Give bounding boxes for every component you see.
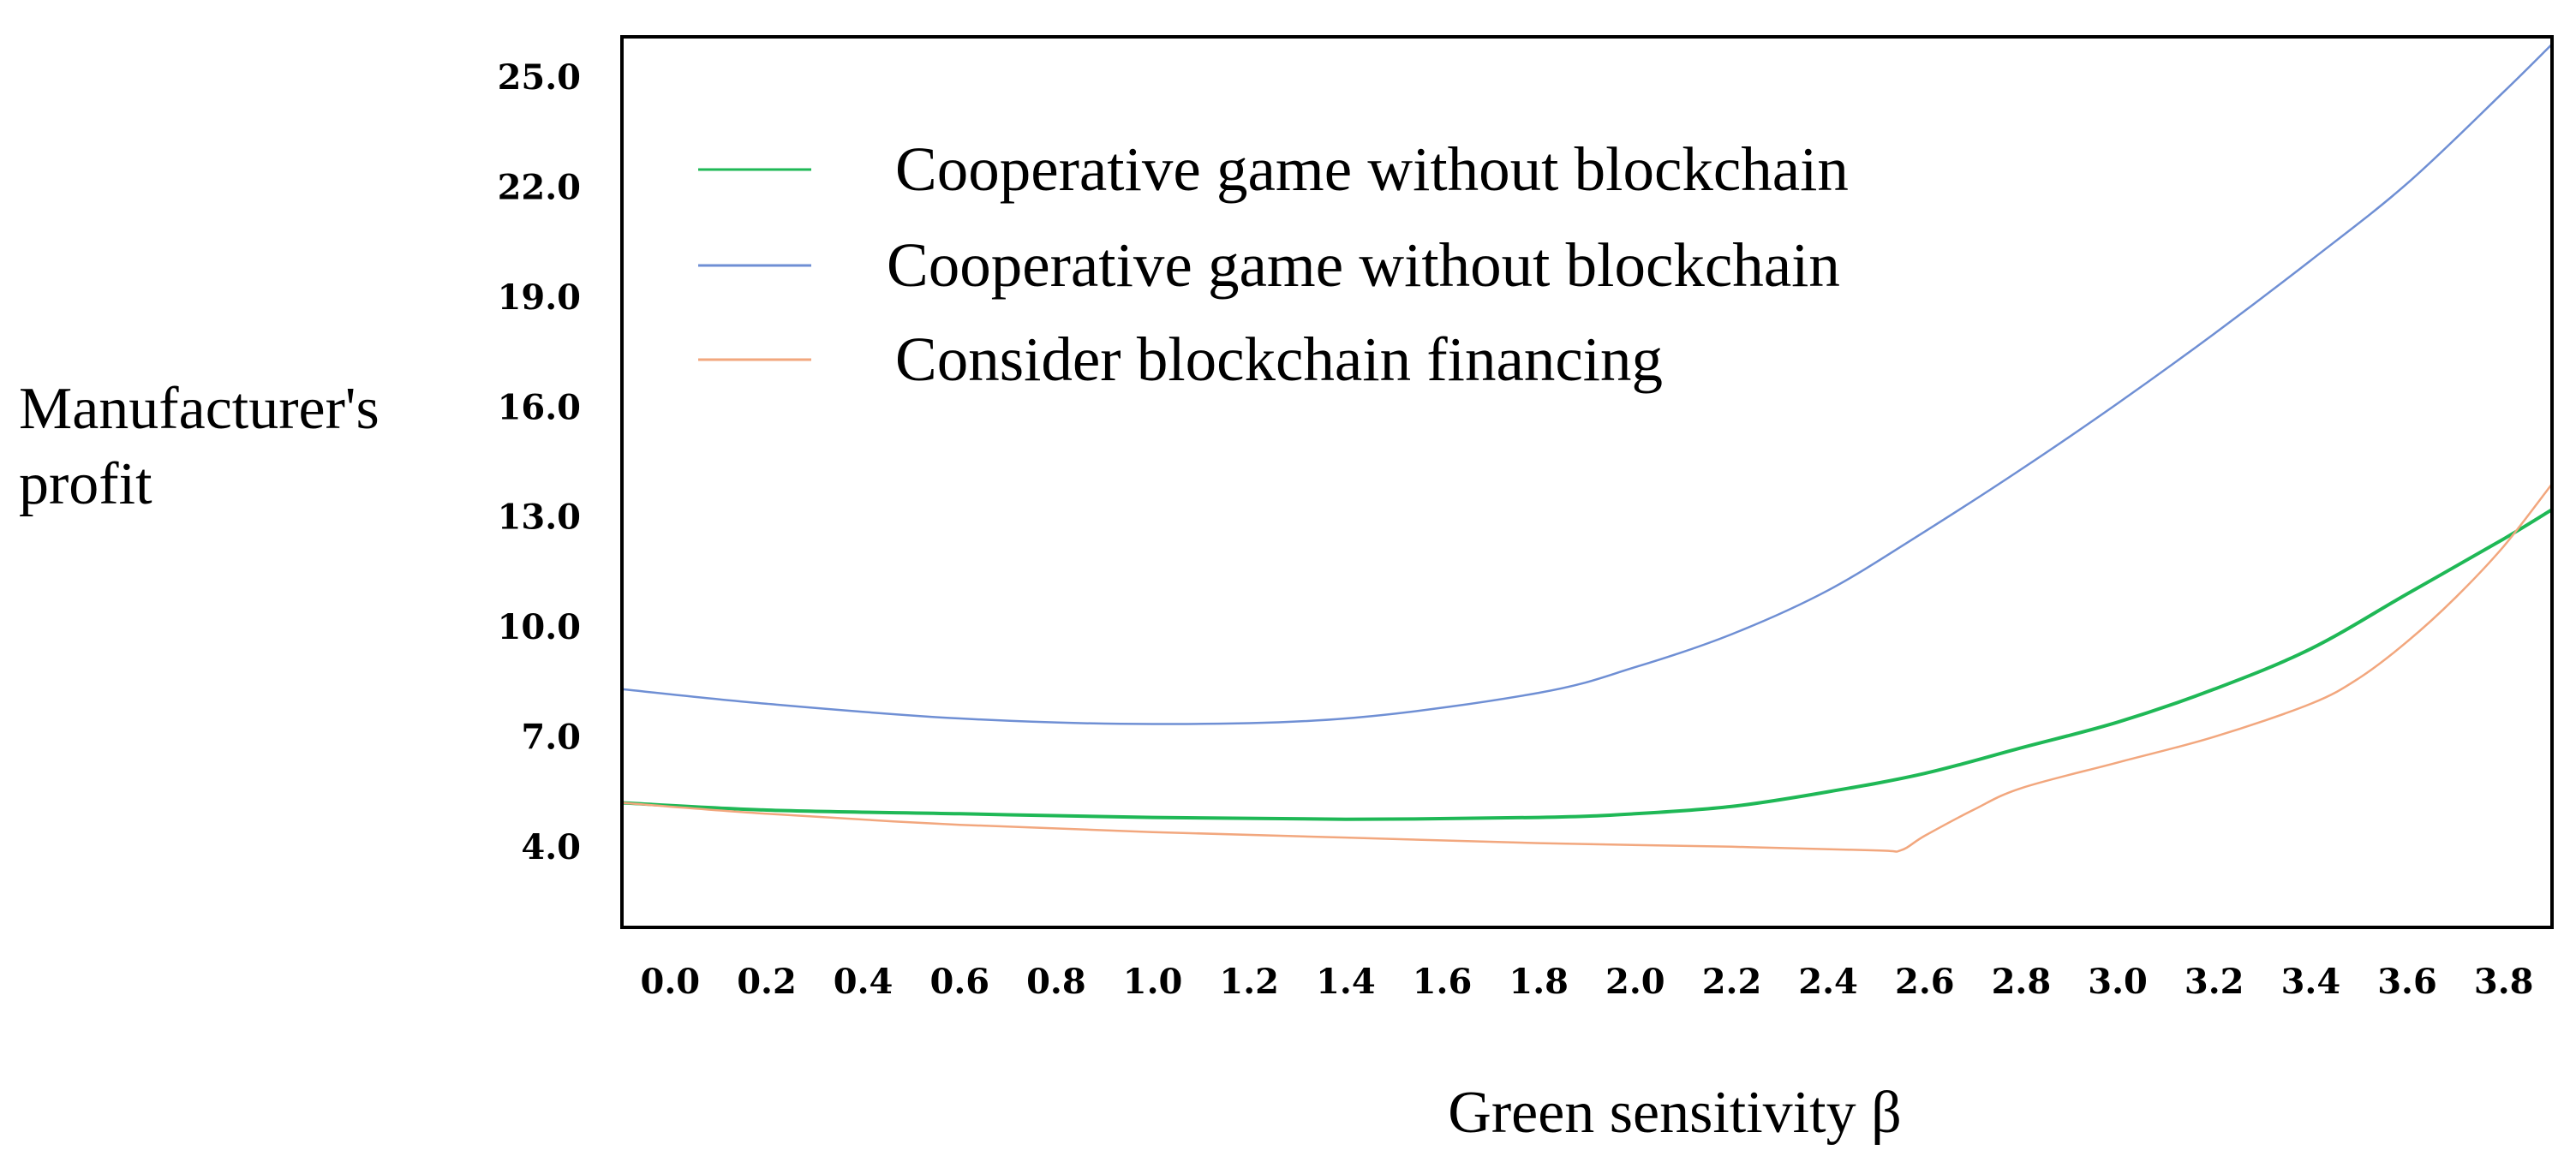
y-tick-label: 4.0 — [521, 827, 581, 867]
x-tick-label: 1.0 — [1123, 962, 1183, 1002]
series-layer — [620, 43, 2554, 853]
x-tick-label: 2.0 — [1605, 962, 1665, 1002]
legend-label-3: Consider blockchain financing — [895, 325, 1663, 394]
y-tick-label: 22.0 — [498, 168, 581, 208]
y-tick-label: 16.0 — [498, 387, 581, 427]
x-axis-title: Green sensitivity β — [1448, 1080, 1901, 1146]
y-tick-label: 19.0 — [498, 277, 581, 318]
y-tick-label: 25.0 — [498, 57, 581, 98]
x-tick-label: 0.8 — [1026, 962, 1086, 1002]
legend-label-1: Cooperative game without blockchain — [895, 134, 1849, 204]
x-axis-ticks: 0.0 0.2 0.4 0.6 0.8 1.0 1.2 1.4 1.6 1.8 2.0 2.2 2.4 2… — [641, 962, 2534, 1002]
x-tick-label: 1.8 — [1509, 962, 1569, 1002]
x-tick-label: 3.6 — [2377, 962, 2437, 1002]
legend-label-2: Cooperative game without blockchain — [887, 230, 1840, 300]
x-tick-label: 1.2 — [1219, 962, 1279, 1002]
x-tick-label: 0.6 — [930, 962, 990, 1002]
x-tick-label: 0.4 — [834, 962, 894, 1002]
x-tick-label: 1.4 — [1316, 962, 1376, 1002]
x-tick-label: 3.8 — [2474, 962, 2534, 1002]
y-axis-title-line-1: Manufacturer's — [19, 376, 380, 442]
y-tick-label: 13.0 — [498, 498, 581, 538]
x-tick-label: 0.0 — [641, 962, 701, 1002]
y-tick-label: 7.0 — [521, 717, 581, 757]
series-line-3 — [620, 482, 2554, 853]
x-tick-label: 3.0 — [2088, 962, 2148, 1002]
y-tick-label: 10.0 — [498, 607, 581, 647]
legend: Cooperative game without blockchain Coope… — [698, 134, 1849, 394]
x-tick-label: 2.6 — [1895, 962, 1955, 1002]
x-tick-label: 1.6 — [1413, 962, 1473, 1002]
x-tick-label: 3.4 — [2281, 962, 2341, 1002]
y-axis-ticks: 4.0 7.0 10.0 13.0 16.0 19.0 22.0 25.0 — [498, 57, 581, 867]
x-tick-label: 0.2 — [737, 962, 797, 1002]
series-line-2 — [620, 43, 2554, 725]
x-tick-label: 2.2 — [1702, 962, 1762, 1002]
x-tick-label: 2.8 — [1992, 962, 2052, 1002]
y-axis-title-line-2: profit — [19, 451, 152, 517]
x-tick-label: 2.4 — [1798, 962, 1858, 1002]
x-tick-label: 3.2 — [2185, 962, 2244, 1002]
series-line-1 — [620, 508, 2554, 821]
plot-area-frame — [620, 35, 2554, 929]
